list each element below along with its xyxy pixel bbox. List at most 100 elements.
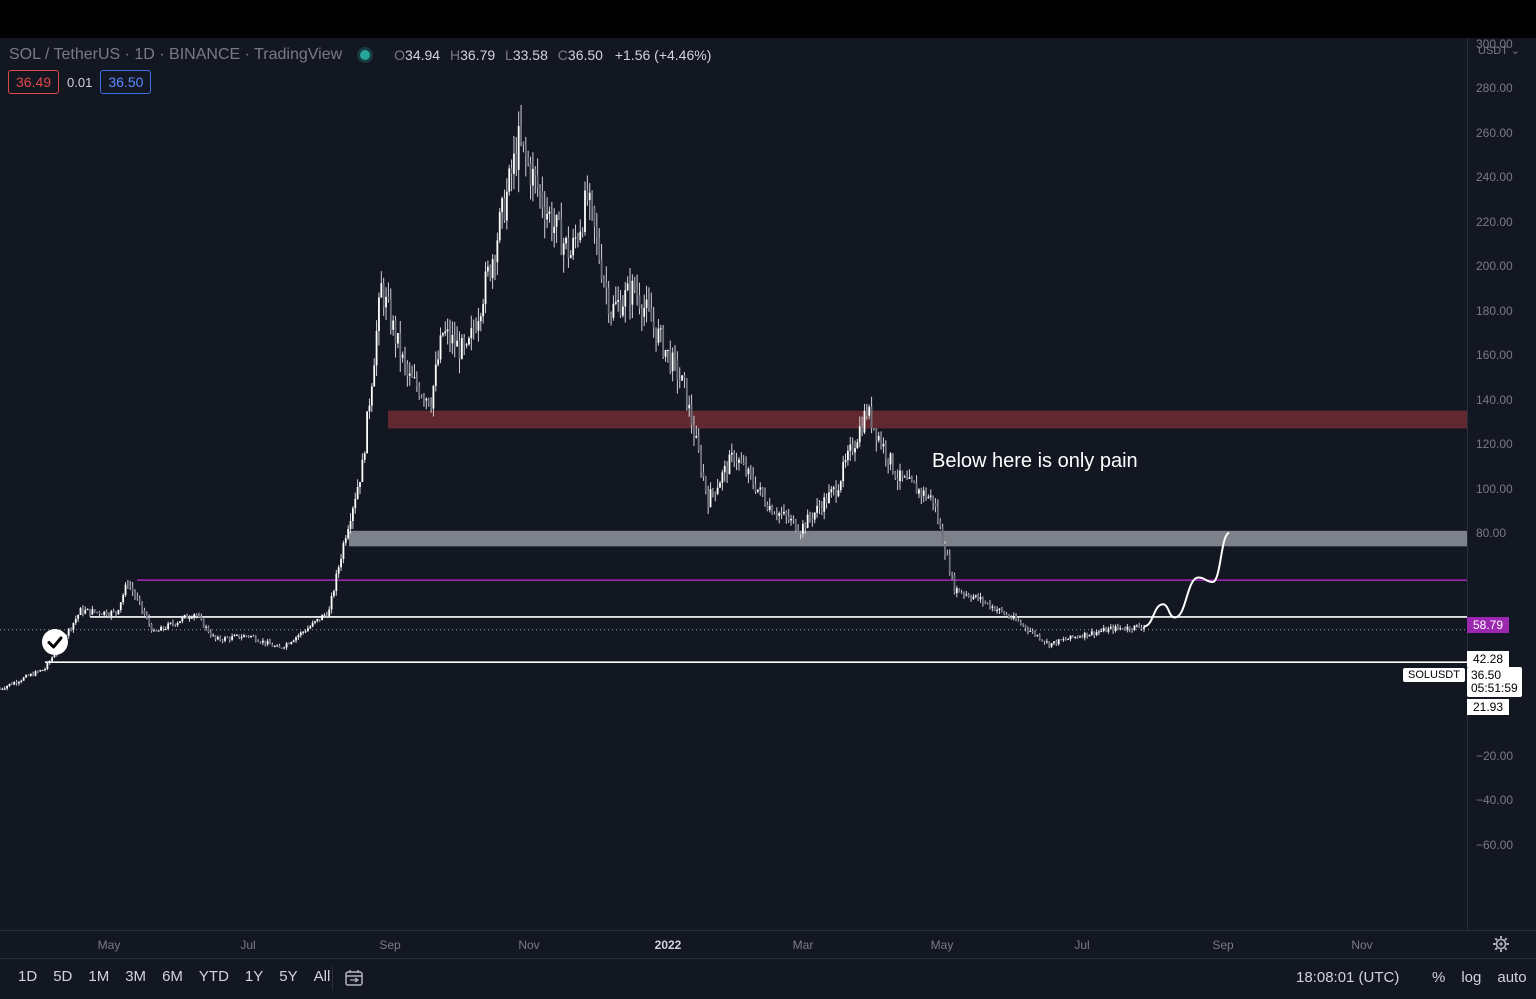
candle-body — [143, 610, 146, 615]
candle-body — [124, 584, 127, 595]
time-tick: Jul — [1074, 938, 1090, 952]
utc-clock[interactable]: 18:08:01 (UTC) — [1296, 969, 1400, 986]
chart-annotation[interactable]: Below here is only pain — [932, 450, 1138, 472]
candle-body — [482, 304, 485, 317]
candle-body — [603, 278, 605, 282]
candle-body — [728, 454, 731, 475]
candle-body — [439, 335, 442, 360]
range-button-6m[interactable]: 6M — [162, 968, 183, 985]
buy-button[interactable]: 36.50 — [100, 70, 152, 94]
candle-body — [515, 153, 518, 170]
candle-body — [906, 476, 909, 479]
candle-body — [1121, 627, 1124, 630]
candle-body — [588, 192, 591, 201]
price-axis[interactable] — [1467, 38, 1536, 930]
check-icon[interactable] — [42, 629, 68, 655]
candle-body — [347, 528, 350, 539]
candle-body — [775, 514, 778, 516]
candle-body — [771, 505, 774, 514]
candle-body — [745, 464, 747, 475]
candle-body — [155, 630, 158, 632]
candle-body — [880, 435, 882, 447]
candle-body — [1116, 626, 1119, 629]
candle-body — [785, 511, 788, 517]
candle-body — [1012, 615, 1015, 619]
candle-body — [752, 474, 755, 485]
candle-body — [169, 622, 172, 624]
time-tick: Jul — [240, 938, 256, 952]
candle-body — [915, 483, 918, 494]
candle-body — [558, 214, 560, 218]
candle-body — [1107, 628, 1110, 632]
chart-area[interactable] — [0, 38, 1467, 930]
percent-toggle[interactable]: % — [1432, 969, 1446, 986]
range-button-ytd[interactable]: YTD — [198, 968, 229, 985]
candle-body — [697, 435, 700, 451]
range-button-5d[interactable]: 5D — [53, 968, 73, 985]
candle-body — [458, 340, 461, 359]
candle-body — [195, 614, 198, 617]
candle-body — [858, 426, 861, 443]
range-button-1y[interactable]: 1Y — [244, 968, 264, 985]
candle-body — [356, 487, 359, 499]
candle-body — [621, 306, 624, 316]
log-toggle[interactable]: log — [1461, 969, 1482, 986]
level-label-purple: 58.79 — [1467, 617, 1510, 633]
candle-body — [778, 512, 781, 516]
auto-toggle[interactable]: auto — [1497, 969, 1527, 986]
candle-body — [446, 329, 449, 332]
candle-body — [228, 637, 231, 640]
level-label-low: 21.93 — [1467, 699, 1510, 715]
candle-body — [245, 635, 248, 637]
candle-body — [813, 512, 816, 520]
candle-body — [908, 477, 911, 479]
candle-body — [418, 386, 421, 397]
candle-body — [8, 683, 11, 686]
candle-body — [382, 283, 385, 308]
range-button-1d[interactable]: 1D — [18, 968, 38, 985]
candle-body — [1124, 629, 1126, 631]
candle-body — [989, 603, 991, 608]
candle-body — [546, 213, 549, 220]
candle-body — [257, 641, 260, 643]
range-button-1m[interactable]: 1M — [88, 968, 110, 985]
bid-ask-panel: 36.49 0.01 36.50 — [8, 70, 152, 94]
candle-body — [979, 597, 982, 600]
time-axis[interactable] — [0, 930, 1536, 959]
candle-body — [157, 630, 160, 632]
price-tick: 260.00 — [1476, 125, 1513, 140]
candle-body — [32, 673, 35, 676]
candle-body — [891, 453, 894, 473]
calendar-icon[interactable] — [344, 968, 364, 988]
candle-body — [527, 157, 530, 164]
candle-body — [318, 618, 321, 621]
currency-selector[interactable]: USDT ⌄ — [1478, 45, 1521, 57]
range-button-3m[interactable]: 3M — [125, 968, 147, 985]
market-status-icon — [360, 50, 371, 60]
candle-body — [491, 259, 494, 279]
range-button-all[interactable]: All — [313, 968, 331, 985]
candle-body — [373, 365, 376, 387]
candle-body — [259, 642, 262, 644]
symbol-title[interactable]: SOL / TetherUS · 1D · BINANCE · TradingV… — [9, 46, 343, 63]
candle-body — [456, 340, 459, 347]
candle-body — [84, 610, 87, 614]
price-chart[interactable] — [0, 38, 1467, 930]
gear-icon[interactable] — [1492, 935, 1510, 953]
price-tick: 200.00 — [1476, 259, 1513, 273]
sell-button[interactable]: 36.49 — [8, 70, 60, 94]
candle-body — [846, 450, 849, 461]
candle-body — [112, 611, 115, 613]
candle-body — [565, 237, 567, 244]
candle-body — [863, 410, 866, 433]
candle-body — [330, 596, 333, 610]
candle-body — [27, 675, 30, 677]
candle-body — [1071, 635, 1074, 638]
candle-body — [297, 635, 300, 638]
candle-body — [799, 532, 802, 534]
range-button-5y[interactable]: 5Y — [279, 968, 298, 985]
time-tick: May — [930, 938, 954, 952]
candle-body — [226, 637, 229, 639]
candle-body — [344, 538, 347, 544]
candle-body — [314, 621, 316, 623]
